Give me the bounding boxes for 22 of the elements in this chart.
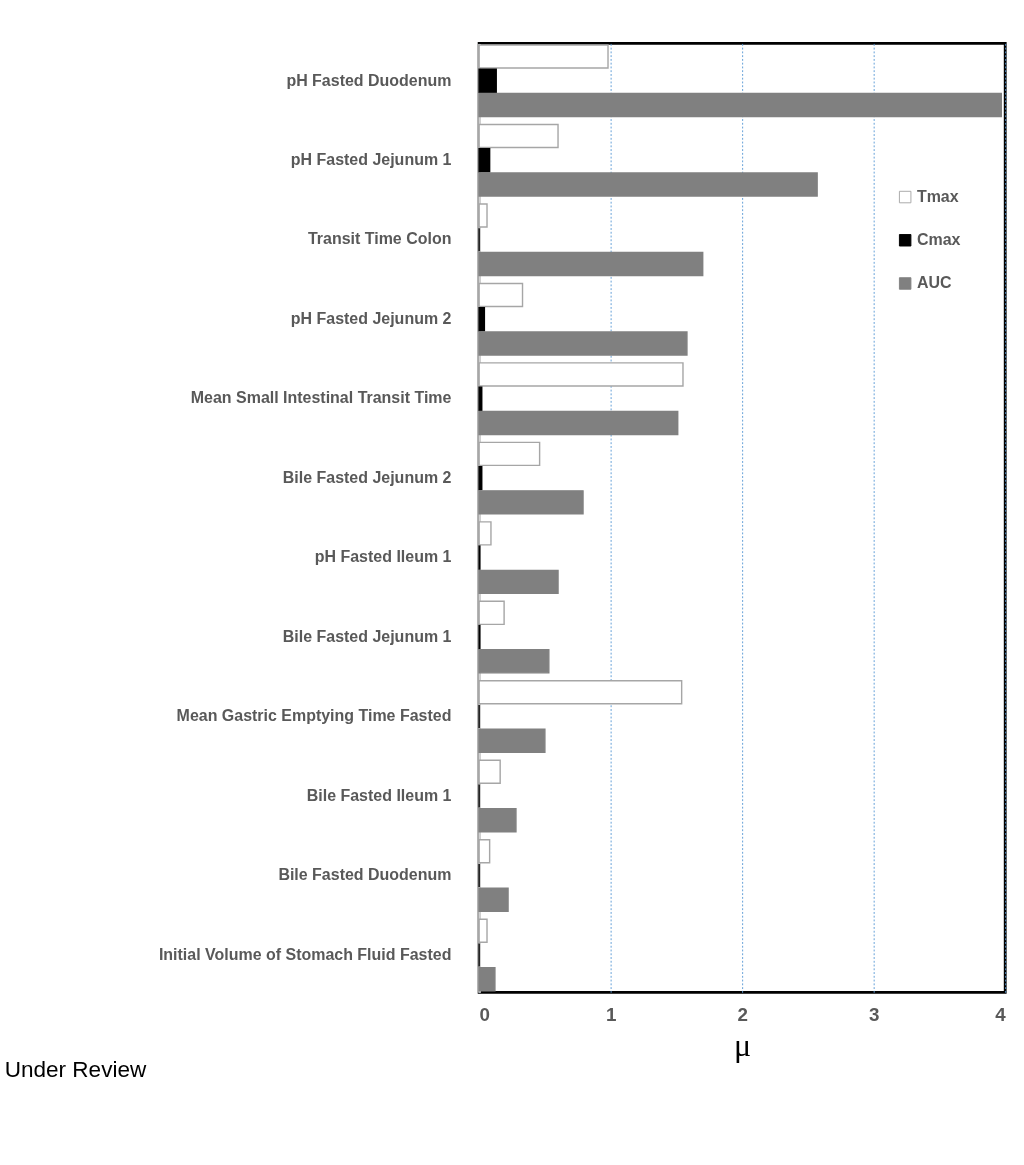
y-tick-label: Mean Small Intestinal Transit Time — [190, 389, 452, 407]
y-tick-label: Bile Fasted Ileum 1 — [306, 786, 452, 804]
x-tick-label: 0 — [479, 1003, 491, 1025]
y-tick-label: Bile Fasted Jejunum 2 — [282, 468, 452, 486]
text: Under Review — [4, 1056, 147, 1082]
x-tick-label: 3 — [868, 1003, 880, 1025]
x-axis-title: μ — [734, 1027, 752, 1063]
y-tick-label: Transit Time Colon — [307, 230, 452, 248]
legend-label: Cmax — [916, 230, 961, 248]
y-tick-label: Mean Gastric Emptying Time Fasted — [176, 707, 452, 725]
y-tick-label: Bile Fasted Duodenum — [278, 866, 452, 884]
y-tick-label: pH Fasted Jejunum 1 — [290, 150, 452, 168]
y-tick-label: pH Fasted Jejunum 2 — [290, 309, 452, 327]
y-tick-label: pH Fasted Ileum 1 — [314, 548, 452, 566]
y-tick-label: Bile Fasted Jejunum 1 — [282, 627, 452, 645]
y-tick-label: pH Fasted Duodenum — [286, 71, 452, 89]
x-tick-label: 1 — [605, 1003, 617, 1025]
x-tick-label: 4 — [995, 1003, 1007, 1025]
legend-label: AUC — [916, 274, 952, 292]
y-tick-label: Initial Volume of Stomach Fluid Fasted — [158, 945, 452, 963]
legend-label: Tmax — [916, 187, 959, 205]
x-tick-label: 2 — [737, 1003, 748, 1025]
